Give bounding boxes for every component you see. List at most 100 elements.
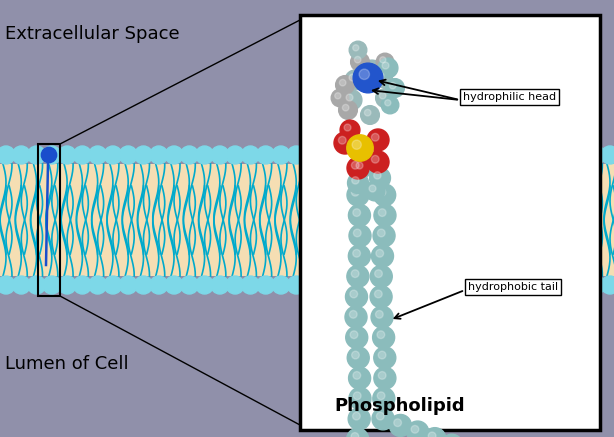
Circle shape [378, 73, 384, 79]
Circle shape [362, 60, 382, 80]
Bar [300, 15, 600, 430]
Circle shape [349, 225, 371, 247]
Bar [0, 164, 455, 276]
Circle shape [379, 146, 397, 164]
Circle shape [425, 146, 443, 164]
Circle shape [363, 146, 382, 164]
Circle shape [560, 276, 578, 294]
Bar [38, 144, 60, 296]
Circle shape [346, 94, 353, 101]
Circle shape [424, 428, 446, 437]
Circle shape [375, 290, 382, 298]
Circle shape [88, 146, 107, 164]
Circle shape [196, 276, 214, 294]
Circle shape [331, 89, 349, 107]
Circle shape [303, 276, 321, 294]
Circle shape [211, 146, 229, 164]
Text: Phospholipid: Phospholipid [335, 397, 465, 415]
Circle shape [333, 276, 351, 294]
Circle shape [226, 276, 244, 294]
Circle shape [348, 408, 370, 430]
Circle shape [349, 388, 371, 409]
Circle shape [374, 172, 381, 179]
Circle shape [505, 276, 524, 294]
Circle shape [352, 351, 359, 359]
Circle shape [353, 250, 360, 257]
Circle shape [373, 225, 395, 247]
Circle shape [410, 146, 427, 164]
Circle shape [601, 146, 614, 164]
Circle shape [364, 109, 371, 116]
Circle shape [373, 388, 395, 409]
Circle shape [349, 41, 367, 59]
Circle shape [165, 276, 183, 294]
Circle shape [374, 367, 396, 389]
Circle shape [333, 146, 351, 164]
Circle shape [352, 158, 372, 178]
Circle shape [134, 276, 152, 294]
Circle shape [345, 70, 365, 90]
Circle shape [351, 270, 359, 277]
Circle shape [119, 146, 137, 164]
Circle shape [363, 276, 382, 294]
Circle shape [378, 58, 398, 78]
Circle shape [354, 229, 361, 237]
Circle shape [410, 276, 427, 294]
Circle shape [349, 367, 371, 389]
Circle shape [348, 347, 369, 369]
Circle shape [371, 245, 394, 267]
Circle shape [339, 101, 357, 119]
Circle shape [356, 162, 363, 169]
Circle shape [181, 146, 198, 164]
Circle shape [28, 276, 45, 294]
Circle shape [340, 120, 360, 140]
Circle shape [359, 69, 370, 80]
Circle shape [352, 45, 359, 51]
Circle shape [351, 161, 359, 169]
Circle shape [425, 276, 443, 294]
Circle shape [0, 276, 15, 294]
Circle shape [367, 151, 389, 173]
Circle shape [287, 276, 305, 294]
Circle shape [318, 276, 336, 294]
Circle shape [428, 432, 436, 437]
Circle shape [134, 146, 152, 164]
Circle shape [342, 90, 362, 110]
Circle shape [374, 184, 395, 206]
Circle shape [347, 265, 369, 288]
Circle shape [601, 276, 614, 294]
Circle shape [226, 146, 244, 164]
Circle shape [348, 146, 367, 164]
Circle shape [336, 76, 354, 94]
Circle shape [374, 205, 396, 226]
Circle shape [287, 146, 305, 164]
Circle shape [406, 421, 429, 437]
Circle shape [492, 146, 510, 164]
Circle shape [375, 270, 383, 277]
Circle shape [257, 146, 274, 164]
Circle shape [41, 147, 56, 163]
Circle shape [533, 276, 551, 294]
Circle shape [377, 331, 385, 339]
Circle shape [351, 433, 359, 437]
Bar [495, 164, 614, 276]
Circle shape [150, 276, 168, 294]
Circle shape [365, 181, 385, 201]
Circle shape [12, 146, 30, 164]
Text: Lumen of Cell: Lumen of Cell [5, 355, 128, 373]
Circle shape [345, 306, 367, 328]
Circle shape [378, 209, 386, 216]
Circle shape [379, 276, 397, 294]
Circle shape [378, 229, 385, 237]
Circle shape [348, 173, 368, 194]
Circle shape [334, 132, 356, 154]
Circle shape [350, 290, 357, 298]
Circle shape [196, 146, 214, 164]
Circle shape [411, 426, 419, 433]
Circle shape [347, 157, 369, 179]
Circle shape [371, 156, 379, 163]
Circle shape [354, 56, 361, 63]
Circle shape [340, 80, 346, 86]
Circle shape [353, 63, 383, 93]
Circle shape [348, 276, 367, 294]
